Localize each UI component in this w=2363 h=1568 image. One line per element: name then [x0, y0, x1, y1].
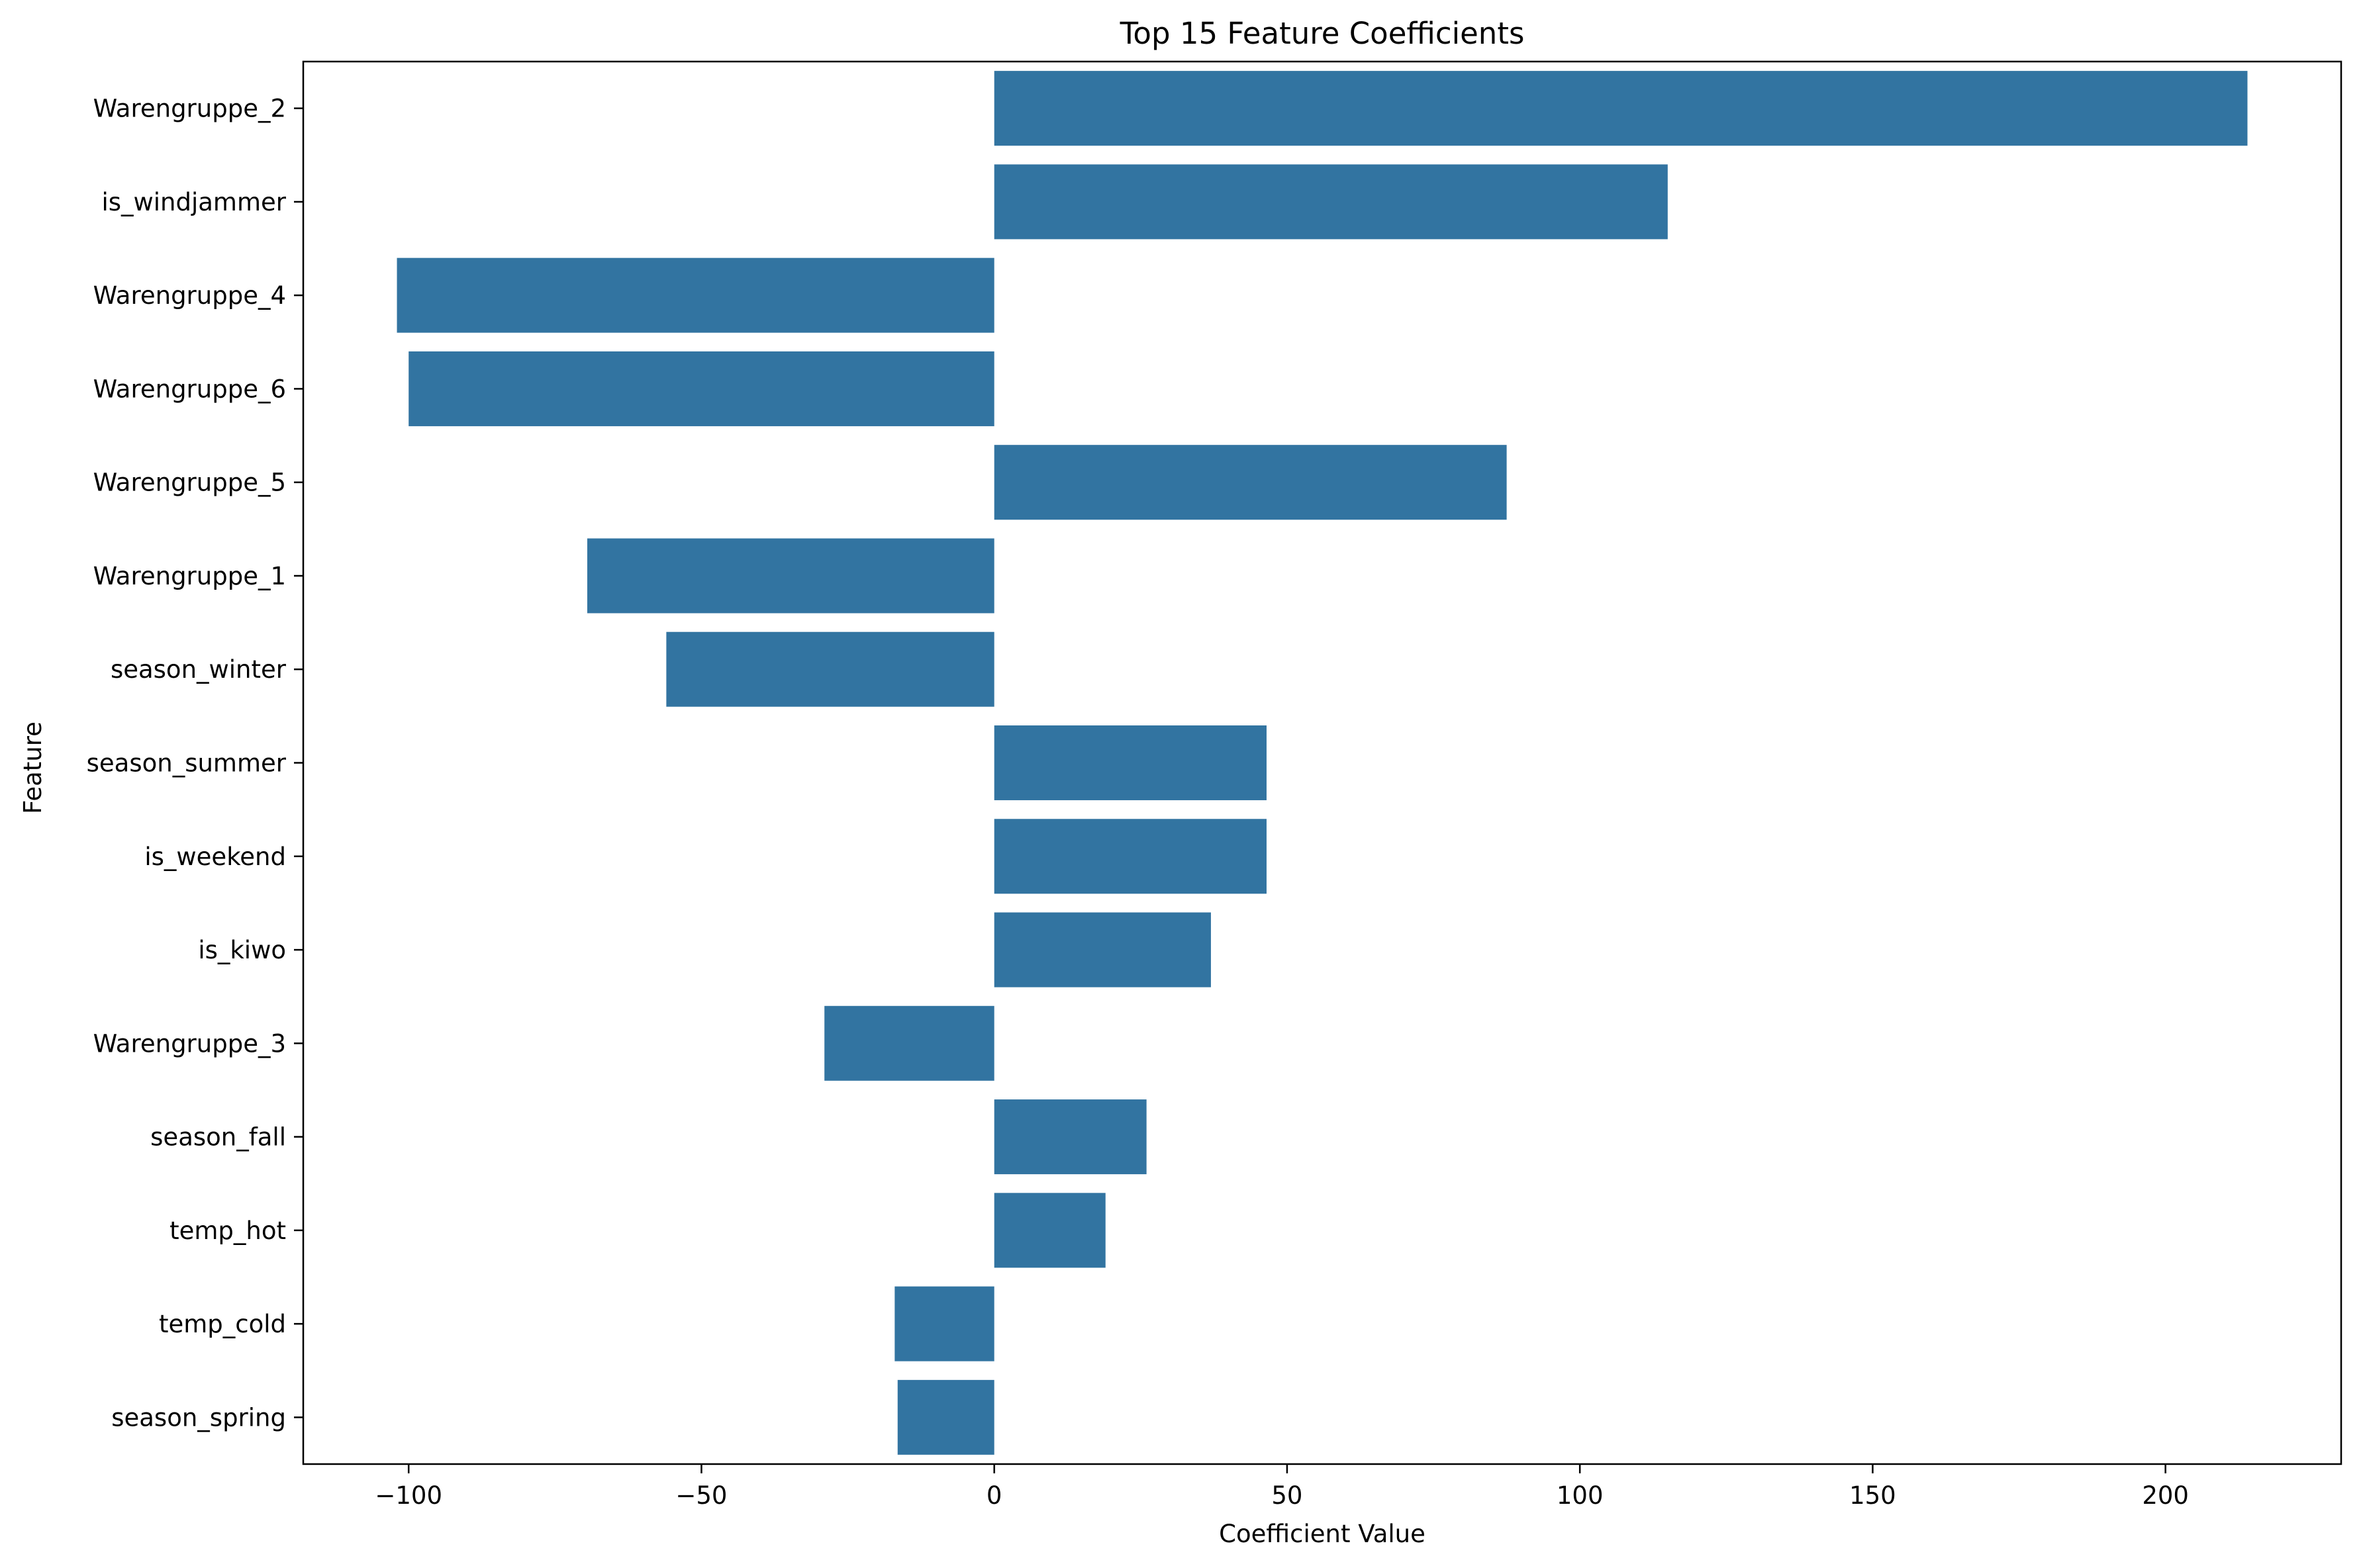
x-tick-label: −50 [675, 1481, 727, 1510]
y-tick-label: season_winter [111, 655, 287, 684]
y-tick-label: Warengruppe_5 [93, 469, 286, 497]
y-tick-label: Warengruppe_1 [93, 562, 286, 590]
y-tick-label: Warengruppe_6 [93, 375, 286, 403]
bar-temp-hot [994, 1193, 1106, 1268]
plot-frame [302, 60, 2342, 1465]
x-tick-label: 200 [2142, 1481, 2189, 1510]
x-tick-label: 150 [1849, 1481, 1896, 1510]
bar-warengruppe-3 [824, 1005, 994, 1081]
bars-group [397, 71, 2248, 1455]
x-tick-label: 50 [1271, 1481, 1302, 1510]
y-tick-label: temp_cold [159, 1310, 286, 1338]
bar-temp-cold [894, 1286, 994, 1361]
y-axis-ticks: Warengruppe_2 is_windjammer Warengruppe_4 W… [87, 95, 303, 1432]
x-axis-ticks: −100 −50 0 50 100 150 200 [375, 1464, 2189, 1510]
bar-season-winter [666, 631, 994, 707]
bar-is-windjammer [994, 164, 1668, 240]
y-tick-label: is_kiwo [198, 936, 286, 964]
y-tick-label: season_fall [150, 1123, 286, 1152]
x-tick-label: 0 [987, 1481, 1002, 1510]
y-tick-label: season_spring [111, 1403, 286, 1432]
bar-warengruppe-2 [994, 71, 2248, 146]
y-tick-label: is_windjammer [101, 188, 286, 216]
bar-warengruppe-5 [994, 445, 1507, 520]
chart-title: Top 15 Feature Coefficients [1120, 16, 1525, 51]
bar-season-spring [897, 1379, 994, 1455]
bar-season-summer [994, 725, 1267, 801]
bar-warengruppe-4 [397, 257, 994, 333]
y-tick-label: Warengruppe_3 [93, 1029, 286, 1058]
y-tick-label: season_summer [87, 749, 287, 778]
y-tick-label: Warengruppe_2 [93, 95, 286, 123]
x-axis-label: Coefficient Value [1219, 1520, 1425, 1548]
bar-warengruppe-6 [409, 351, 994, 426]
y-axis-label: Feature [19, 721, 47, 814]
bar-warengruppe-1 [587, 538, 994, 614]
y-tick-label: Warengruppe_4 [93, 281, 286, 310]
x-tick-label: 100 [1557, 1481, 1604, 1510]
y-tick-label: temp_hot [169, 1217, 286, 1245]
bar-season-fall [994, 1099, 1147, 1175]
bar-is-kiwo [994, 912, 1211, 988]
x-tick-label: −100 [375, 1481, 442, 1510]
bar-is-weekend [994, 819, 1267, 894]
y-tick-label: is_weekend [144, 843, 286, 871]
